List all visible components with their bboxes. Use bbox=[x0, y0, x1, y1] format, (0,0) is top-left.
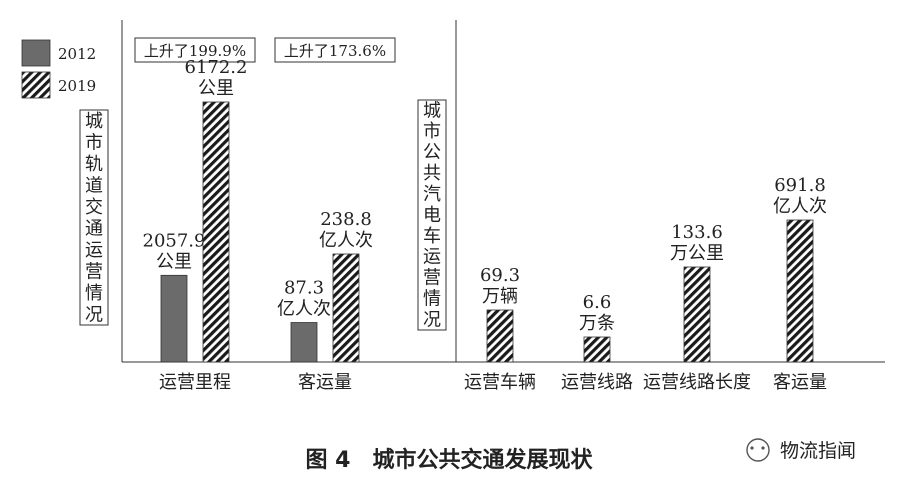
data-label-客运量-2019: 亿人次 bbox=[319, 230, 373, 251]
group-label-bus-char: 营 bbox=[423, 268, 441, 289]
bar-客运量-2012 bbox=[290, 322, 318, 363]
data-label-客运量-2012: 87.3 bbox=[284, 278, 324, 299]
logo-icon bbox=[746, 438, 770, 462]
bar-运营里程-2012 bbox=[160, 274, 188, 363]
group-label-bus-char: 电 bbox=[423, 205, 441, 226]
bar-客运量-2019 bbox=[332, 253, 360, 363]
data-label-bus-运营线路: 6.6 bbox=[583, 292, 612, 313]
group-label-rail-char: 市 bbox=[85, 132, 103, 153]
bar-bus-运营车辆 bbox=[486, 309, 514, 363]
logo-text: 物流指闻 bbox=[780, 440, 856, 462]
group-label-bus-char: 汽 bbox=[423, 184, 441, 205]
group-label-rail-frame bbox=[79, 109, 109, 326]
x-tick-label-bus-运营线路长度: 运营线路长度 bbox=[643, 372, 751, 393]
legend-label-2012: 2012 bbox=[58, 45, 96, 63]
x-tick-label-bus-客运量: 客运量 bbox=[773, 372, 827, 393]
group-label-bus-char: 共 bbox=[423, 163, 441, 184]
data-label-客运量-2012: 亿人次 bbox=[277, 299, 331, 320]
group-label-bus-char: 车 bbox=[423, 226, 441, 247]
group-label-bus-char: 况 bbox=[423, 309, 441, 330]
x-tick-label-bus-运营车辆: 运营车辆 bbox=[464, 372, 536, 393]
data-label-bus-运营线路长度: 万公里 bbox=[670, 243, 724, 264]
data-label-bus-运营线路: 万条 bbox=[579, 313, 615, 334]
group-label-rail-char: 城 bbox=[85, 111, 103, 132]
group-label-bus-char: 情 bbox=[423, 288, 441, 309]
group-label-bus-char: 城 bbox=[423, 100, 441, 121]
data-label-bus-客运量: 亿人次 bbox=[773, 196, 827, 217]
data-label-运营里程-2019: 6172.2 bbox=[185, 57, 248, 78]
group-label-rail-char: 情 bbox=[85, 283, 103, 304]
group-label-rail-char: 运 bbox=[85, 240, 103, 261]
x-tick-label-运营里程: 运营里程 bbox=[159, 372, 231, 393]
annotation-text-0: 上升了199.9% bbox=[144, 42, 246, 60]
data-label-bus-运营车辆: 万辆 bbox=[482, 286, 518, 307]
annotation-box-1 bbox=[274, 37, 396, 63]
group-label-rail-char: 交 bbox=[85, 197, 103, 218]
data-label-bus-运营线路长度: 133.6 bbox=[671, 222, 723, 243]
annotation-box-0 bbox=[134, 37, 256, 63]
bar-运营里程-2019 bbox=[202, 101, 230, 363]
logo-icon-eye bbox=[750, 446, 754, 450]
group-label-bus-char: 市 bbox=[423, 121, 441, 142]
group-label-bus-char: 公 bbox=[423, 142, 441, 163]
data-label-客运量-2019: 238.8 bbox=[320, 209, 372, 230]
legend-label-2019: 2019 bbox=[58, 77, 96, 95]
group-label-rail-char: 营 bbox=[85, 261, 103, 282]
bar-bus-运营线路 bbox=[583, 336, 611, 363]
group-label-rail-char: 道 bbox=[85, 175, 103, 196]
data-label-运营里程-2019: 公里 bbox=[198, 78, 234, 99]
data-label-运营里程-2012: 公里 bbox=[156, 251, 192, 272]
x-tick-label-客运量: 客运量 bbox=[298, 372, 352, 393]
data-label-运营里程-2012: 2057.9 bbox=[143, 230, 206, 251]
legend-swatch-2012 bbox=[21, 39, 51, 67]
group-label-rail-char: 况 bbox=[85, 304, 103, 325]
group-label-bus-frame bbox=[417, 99, 447, 331]
bar-bus-运营线路长度 bbox=[683, 266, 711, 363]
bar-bus-客运量 bbox=[786, 219, 814, 363]
figure-caption: 图 4 城市公共交通发展现状 bbox=[306, 447, 594, 473]
group-label-rail-char: 轨 bbox=[85, 154, 103, 175]
legend-swatch-2019 bbox=[21, 71, 51, 99]
data-label-bus-客运量: 691.8 bbox=[774, 175, 826, 196]
logo-icon-eye bbox=[761, 446, 765, 450]
group-label-bus-char: 运 bbox=[423, 247, 441, 268]
data-label-bus-运营车辆: 69.3 bbox=[480, 265, 520, 286]
annotation-text-1: 上升了173.6% bbox=[284, 42, 386, 60]
group-label-rail-char: 通 bbox=[85, 218, 103, 239]
x-tick-label-bus-运营线路: 运营线路 bbox=[561, 372, 633, 393]
